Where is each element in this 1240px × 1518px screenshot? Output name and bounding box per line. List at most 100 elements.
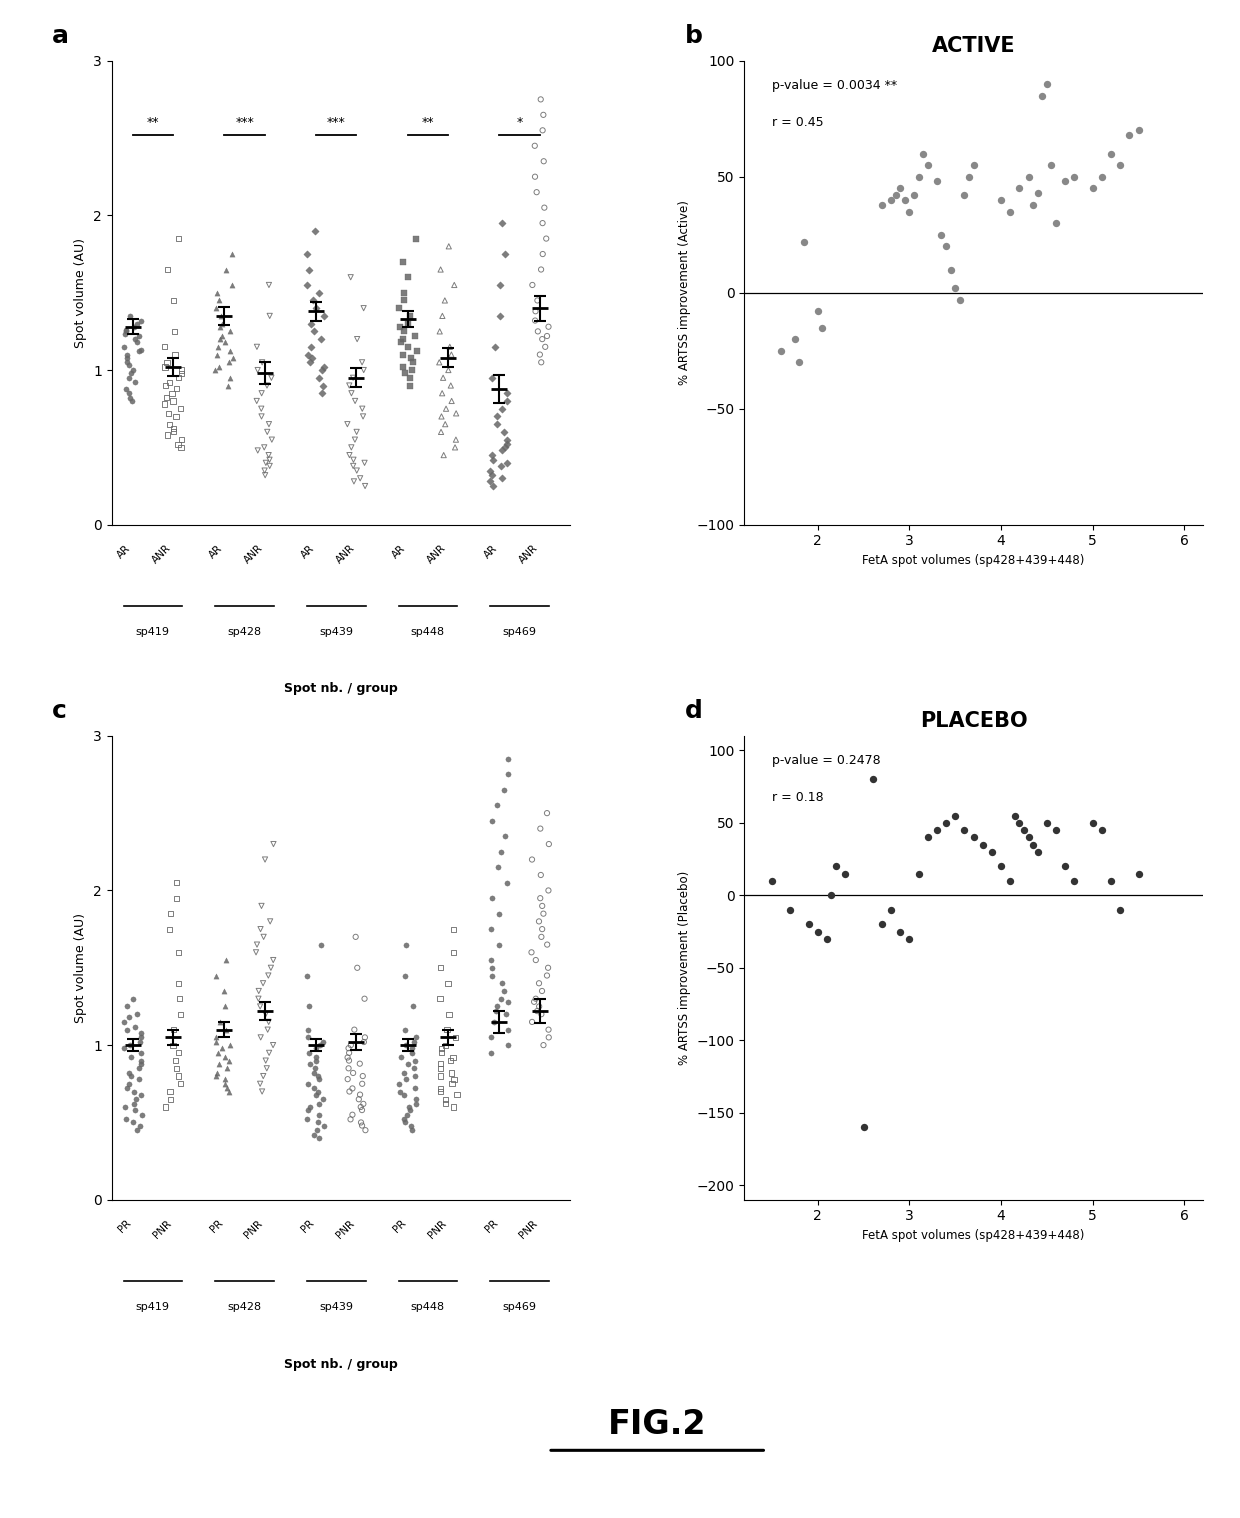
Point bbox=[306, 1037, 326, 1061]
Text: ***: *** bbox=[327, 115, 346, 129]
Point bbox=[405, 1049, 425, 1073]
Text: sp439: sp439 bbox=[319, 627, 353, 636]
Point bbox=[532, 979, 552, 1003]
Point bbox=[259, 443, 279, 468]
Point bbox=[306, 1082, 326, 1107]
Point bbox=[790, 351, 810, 375]
Point bbox=[155, 392, 175, 416]
Point bbox=[169, 972, 188, 996]
Point bbox=[166, 871, 186, 896]
Point bbox=[444, 1094, 464, 1119]
Point bbox=[430, 1057, 450, 1081]
Point bbox=[526, 987, 546, 1011]
Point bbox=[259, 1041, 279, 1066]
Point bbox=[208, 288, 228, 313]
Point bbox=[305, 1057, 325, 1081]
Point bbox=[131, 339, 151, 363]
Point bbox=[392, 329, 412, 354]
Point bbox=[402, 358, 422, 383]
Point bbox=[399, 1094, 419, 1119]
Point bbox=[298, 1072, 317, 1096]
Point bbox=[300, 1094, 320, 1119]
Point bbox=[525, 990, 544, 1014]
Point bbox=[207, 1061, 227, 1085]
Point bbox=[216, 1072, 236, 1096]
Point bbox=[531, 817, 551, 841]
Point bbox=[130, 1041, 150, 1066]
Point bbox=[219, 351, 239, 375]
Point bbox=[337, 1067, 357, 1091]
Point bbox=[497, 433, 517, 457]
Point bbox=[391, 1046, 410, 1070]
Point bbox=[1092, 164, 1112, 188]
Point bbox=[126, 329, 146, 354]
Point bbox=[160, 370, 180, 395]
Point bbox=[435, 288, 455, 313]
Point bbox=[936, 234, 956, 258]
Point bbox=[489, 855, 508, 879]
Point bbox=[531, 351, 551, 375]
Point bbox=[432, 420, 451, 445]
Point bbox=[207, 343, 227, 367]
Point bbox=[532, 1002, 552, 1026]
Point bbox=[982, 839, 1002, 864]
Point bbox=[807, 920, 827, 944]
Point bbox=[260, 454, 280, 478]
Point bbox=[403, 994, 423, 1019]
Point bbox=[255, 1002, 275, 1026]
Point bbox=[219, 340, 239, 364]
Point bbox=[171, 396, 191, 420]
Point bbox=[299, 343, 319, 367]
Point bbox=[404, 1057, 424, 1081]
Point bbox=[255, 847, 275, 871]
Point bbox=[223, 346, 243, 370]
Point bbox=[389, 296, 409, 320]
Point bbox=[117, 1017, 136, 1041]
Text: ANR: ANR bbox=[425, 543, 448, 566]
Point bbox=[430, 956, 450, 981]
Point bbox=[212, 1037, 232, 1061]
Point bbox=[164, 1017, 184, 1041]
Point bbox=[396, 361, 415, 386]
Point bbox=[496, 1002, 516, 1026]
Point bbox=[114, 334, 134, 358]
Point bbox=[401, 1098, 420, 1122]
Point bbox=[350, 1052, 370, 1076]
Point bbox=[945, 276, 965, 301]
Point bbox=[259, 273, 279, 298]
Point bbox=[171, 361, 191, 386]
Text: **: ** bbox=[146, 115, 159, 129]
Text: sp448: sp448 bbox=[410, 1302, 445, 1312]
Point bbox=[401, 1113, 420, 1137]
Point bbox=[353, 1029, 373, 1053]
Point bbox=[444, 940, 464, 964]
Point bbox=[337, 411, 357, 436]
Point bbox=[538, 314, 558, 339]
Point bbox=[885, 184, 905, 208]
Point bbox=[403, 1037, 423, 1061]
Point bbox=[398, 334, 418, 358]
Text: sp419: sp419 bbox=[136, 1302, 170, 1312]
Point bbox=[539, 832, 559, 856]
Point bbox=[218, 1079, 238, 1104]
Point bbox=[353, 296, 373, 320]
Point bbox=[497, 747, 517, 771]
Point bbox=[298, 1107, 317, 1131]
Point bbox=[918, 153, 937, 178]
Point bbox=[169, 1041, 188, 1066]
Point bbox=[252, 351, 272, 375]
Point bbox=[164, 420, 184, 445]
Point bbox=[305, 319, 325, 343]
Point bbox=[298, 964, 317, 988]
Point bbox=[918, 826, 937, 850]
Point bbox=[218, 373, 238, 398]
Point bbox=[435, 1091, 455, 1116]
Point bbox=[299, 1041, 319, 1066]
Point bbox=[160, 411, 180, 436]
Point bbox=[258, 964, 278, 988]
Point bbox=[160, 902, 180, 926]
Point bbox=[1092, 818, 1112, 842]
Point bbox=[771, 339, 791, 363]
Point bbox=[522, 847, 542, 871]
Point bbox=[1083, 811, 1102, 835]
